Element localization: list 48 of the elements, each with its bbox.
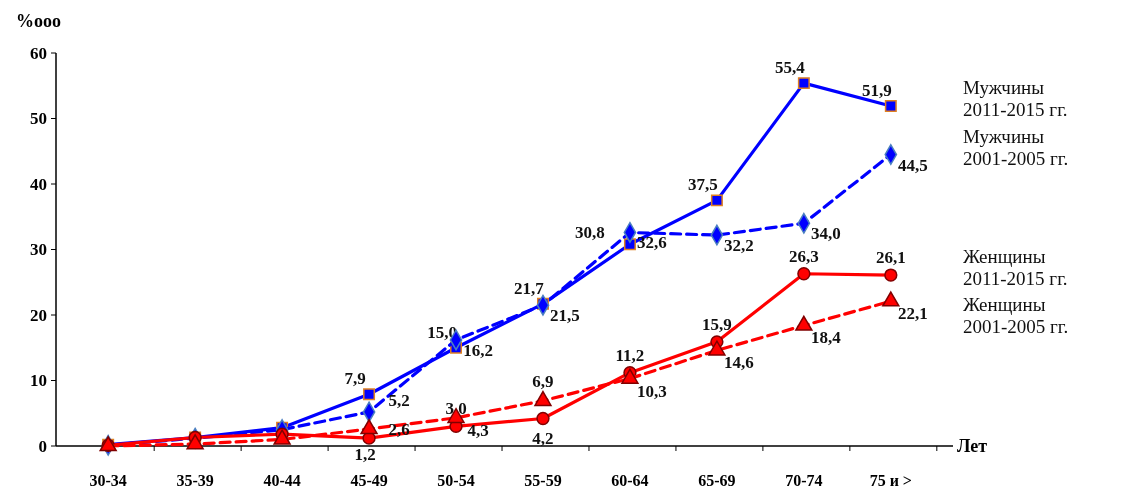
- x-tick-label: 65-69: [698, 472, 736, 489]
- x-tick-label: 70-74: [785, 472, 823, 489]
- data-label: 26,3: [788, 246, 819, 266]
- y-axis-title: %ooo: [16, 11, 61, 31]
- data-label: 10,3: [637, 381, 667, 401]
- data-label: 32,6: [637, 233, 667, 253]
- x-tick-label: 45-49: [350, 472, 388, 489]
- data-label: 30,8: [575, 223, 605, 243]
- text: Мужчины 2011-2015 гг.: [963, 77, 1068, 121]
- y-tick-label: 20: [30, 305, 47, 325]
- text: Женщины 2011-2015 гг.: [963, 246, 1068, 290]
- data-label: 16,2: [463, 340, 493, 360]
- data-label: 51,9: [861, 81, 892, 101]
- x-tick-label: 35-39: [176, 472, 214, 489]
- y-tick-label: 10: [30, 371, 47, 391]
- x-tick-label: 40-44: [263, 472, 301, 489]
- data-label: 5,2: [388, 390, 410, 410]
- data-label: 44,5: [897, 155, 928, 175]
- data-label: 4,2: [532, 429, 554, 449]
- data-label: 55,4: [774, 58, 806, 78]
- data-label: 18,4: [810, 328, 842, 348]
- x-tick-label: 30-34: [89, 472, 127, 489]
- data-label: 14,6: [724, 353, 754, 373]
- data-label: 32,2: [724, 236, 754, 256]
- data-label: 7,9: [344, 369, 366, 389]
- data-label: 22,1: [897, 304, 928, 324]
- x-tick-label: 60-64: [611, 472, 649, 489]
- y-tick-label: 30: [30, 240, 47, 260]
- data-label: 6,9: [532, 371, 554, 391]
- text: Мужчины 2001-2005 гг.: [963, 125, 1069, 169]
- data-label: 37,5: [688, 175, 718, 195]
- data-label: 1,2: [354, 445, 376, 465]
- data-label: 21,7: [514, 278, 545, 298]
- x-axis-title: Лет: [957, 436, 988, 456]
- data-label: 11,2: [615, 345, 645, 365]
- x-tick-label: 55-59: [524, 472, 562, 489]
- x-tick-label: 75 и >: [869, 472, 912, 489]
- y-tick-label: 60: [30, 43, 47, 63]
- data-label: 4,3: [467, 420, 489, 440]
- data-label: 34,0: [810, 224, 841, 244]
- y-tick-label: 50: [30, 109, 47, 129]
- text: Женщины 2001-2005 гг.: [963, 294, 1069, 338]
- data-label: 21,5: [550, 306, 580, 326]
- x-tick-label: 50-54: [437, 472, 475, 489]
- data-label: 26,1: [875, 248, 906, 268]
- data-label: 15,9: [702, 314, 732, 334]
- y-tick-label: 0: [38, 436, 47, 456]
- y-tick-label: 40: [30, 174, 47, 194]
